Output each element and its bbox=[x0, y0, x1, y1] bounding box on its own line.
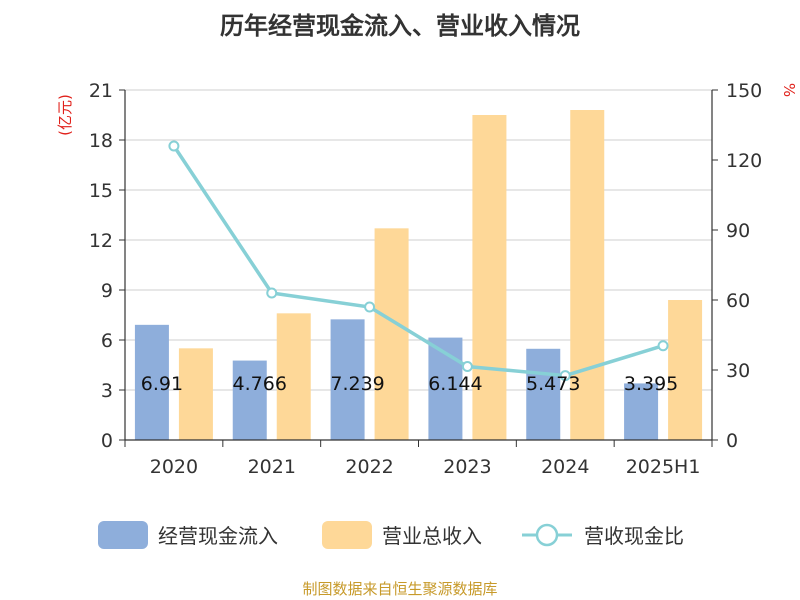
ratio-line bbox=[168, 140, 669, 382]
line-point bbox=[364, 301, 376, 313]
right-tick-label: 120 bbox=[726, 150, 762, 172]
bar-营业总收入 bbox=[570, 110, 605, 440]
bar-营业总收入 bbox=[178, 348, 213, 440]
data-label: 4.766 bbox=[233, 373, 287, 395]
right-axis-unit: % bbox=[780, 83, 798, 97]
x-tick-label: 2023 bbox=[443, 456, 491, 478]
right-tick-label: 150 bbox=[726, 80, 762, 102]
x-tick-label: 2021 bbox=[248, 456, 296, 478]
bar-营业总收入 bbox=[668, 300, 703, 440]
bar-经营现金流入 bbox=[526, 348, 561, 440]
legend: 经营现金流入 营业总收入 营收现金比 bbox=[98, 521, 684, 549]
left-tick-label: 18 bbox=[89, 130, 113, 152]
bar-营业总收入 bbox=[276, 313, 311, 440]
left-tick-label: 0 bbox=[101, 430, 113, 452]
legend-marker bbox=[535, 523, 559, 547]
data-label: 3.395 bbox=[624, 373, 678, 395]
chart-title: 历年经营现金流入、营业收入情况 bbox=[220, 12, 580, 40]
legend-swatch bbox=[98, 521, 148, 549]
right-tick-label: 60 bbox=[726, 290, 750, 312]
legend-label: 经营现金流入 bbox=[158, 524, 278, 548]
line-point bbox=[461, 361, 473, 372]
left-tick-label: 6 bbox=[101, 330, 113, 352]
left-tick-label: 3 bbox=[101, 380, 113, 402]
left-tick-label: 15 bbox=[89, 180, 113, 202]
right-tick-label: 90 bbox=[726, 220, 750, 242]
bars bbox=[134, 110, 703, 440]
left-axis-unit: (亿元) bbox=[56, 94, 74, 136]
legend-swatch bbox=[322, 521, 372, 549]
x-tick-label: 2022 bbox=[345, 456, 393, 478]
source-note: 制图数据来自恒生聚源数据库 bbox=[302, 580, 498, 598]
bar-营业总收入 bbox=[374, 228, 409, 440]
data-label: 5.473 bbox=[526, 373, 580, 395]
x-tick-label: 2025H1 bbox=[626, 456, 701, 478]
legend-label: 营收现金比 bbox=[584, 524, 684, 548]
left-tick-label: 9 bbox=[101, 280, 113, 302]
x-tick-label: 2024 bbox=[541, 456, 589, 478]
left-tick-label: 21 bbox=[89, 80, 113, 102]
bar-经营现金流入 bbox=[624, 383, 659, 440]
line-point bbox=[266, 287, 278, 299]
data-labels: 6.91 4.766 7.239 6.144 5.473 3.395 bbox=[141, 373, 679, 395]
legend-label: 营业总收入 bbox=[382, 524, 482, 548]
right-tick-label: 30 bbox=[726, 360, 750, 382]
bar-经营现金流入 bbox=[330, 319, 365, 440]
left-tick-label: 12 bbox=[89, 230, 113, 252]
data-label: 7.239 bbox=[330, 373, 384, 395]
line-point bbox=[657, 340, 669, 352]
bar-经营现金流入 bbox=[134, 324, 169, 440]
line-point bbox=[168, 140, 180, 152]
x-tick-label: 2020 bbox=[150, 456, 198, 478]
data-label: 6.144 bbox=[428, 373, 482, 395]
axes: 0 3 6 9 12 15 18 21 0 30 60 90 120 150 (亿元)% 2020 2021 20… bbox=[56, 80, 798, 478]
right-tick-label: 0 bbox=[726, 430, 738, 452]
bar-经营现金流入 bbox=[232, 360, 267, 440]
line-point bbox=[559, 370, 571, 382]
bar-营业总收入 bbox=[472, 115, 507, 440]
data-label: 6.91 bbox=[141, 373, 183, 395]
line-series bbox=[172, 145, 664, 378]
